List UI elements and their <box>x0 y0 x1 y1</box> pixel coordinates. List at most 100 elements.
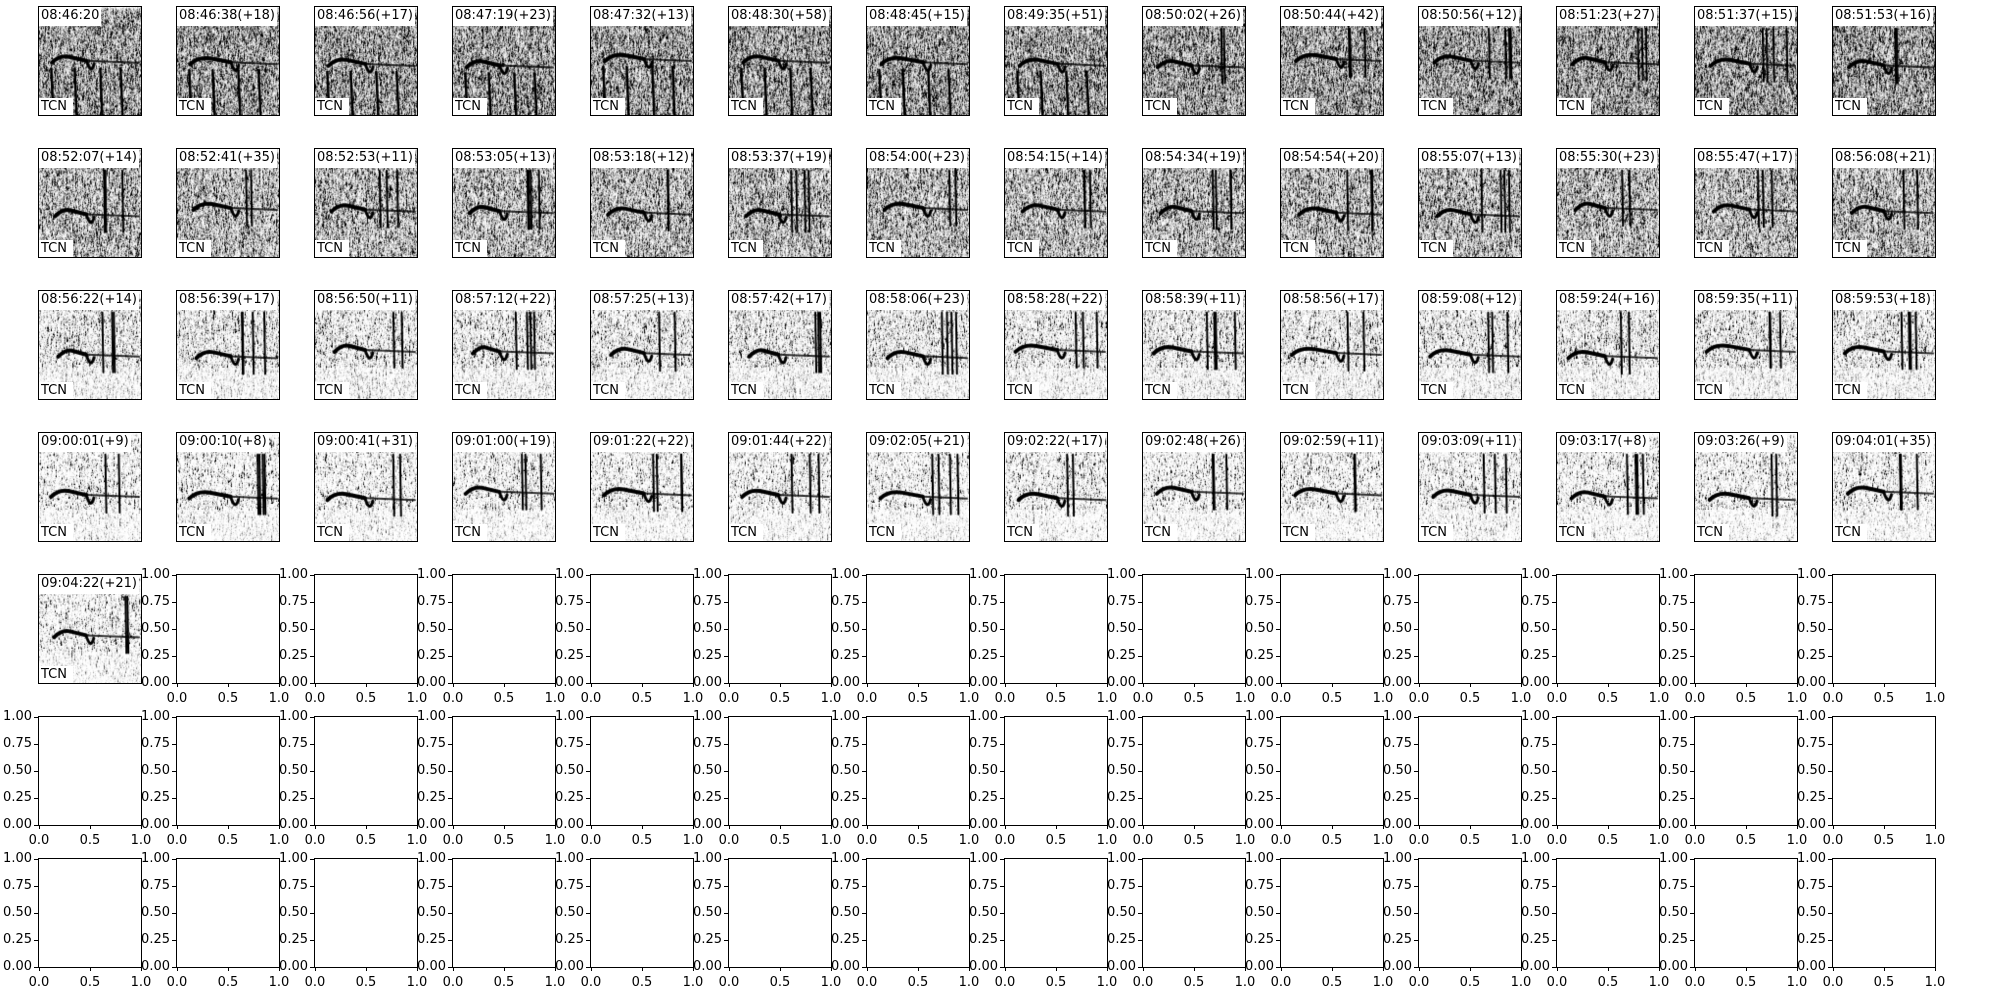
y-tick-label: 0.50 <box>417 763 446 778</box>
y-tick-label: 1.00 <box>555 567 584 582</box>
panel-class-label: TCN <box>1281 382 1315 399</box>
x-tick-label: 0.5 <box>217 975 239 990</box>
x-tick-label: 0.5 <box>631 975 653 990</box>
x-tick <box>1797 825 1798 829</box>
y-tick <box>310 940 315 941</box>
x-tick <box>1419 967 1420 971</box>
empty-axes: 0.00 0.25 0.50 0.75 1.00 0.0 0.5 1.0 <box>1245 852 1393 990</box>
panel-timestamp-label: 08:54:54(+20) <box>1281 149 1381 168</box>
y-tick <box>1690 602 1695 603</box>
x-tick-label: 0.0 <box>994 833 1016 848</box>
panel-timestamp-label: 09:03:17(+8) <box>1557 433 1649 452</box>
x-tick <box>279 683 280 687</box>
y-tick <box>1000 913 1005 914</box>
y-tick-label: 0.75 <box>1245 736 1274 751</box>
x-tick-label: 1.0 <box>1372 975 1394 990</box>
x-tick <box>1470 825 1471 829</box>
empty-axes: 0.00 0.25 0.50 0.75 1.00 0.0 0.5 1.0 <box>693 568 841 706</box>
panel-timestamp-label: 09:00:10(+8) <box>177 433 269 452</box>
x-tick-label: 0.0 <box>1408 691 1430 706</box>
panel-timestamp-label: 09:03:09(+11) <box>1419 433 1519 452</box>
y-tick <box>448 940 453 941</box>
spectrogram-panel: 08:58:39(+11) TCN <box>1142 290 1246 400</box>
y-tick-label: 1.00 <box>3 851 32 866</box>
y-tick <box>1000 744 1005 745</box>
y-tick <box>1000 575 1005 576</box>
y-tick-label: 0.75 <box>1107 594 1136 609</box>
y-tick-label: 0.50 <box>693 621 722 636</box>
x-tick <box>228 825 229 829</box>
x-tick-label: 0.5 <box>1459 975 1481 990</box>
panel-timestamp-label: 09:02:05(+21) <box>867 433 967 452</box>
y-tick <box>1414 913 1419 914</box>
y-tick <box>1414 940 1419 941</box>
y-tick <box>1138 967 1143 968</box>
panel-class-label: TCN <box>591 240 625 257</box>
x-tick <box>177 825 178 829</box>
x-tick <box>1281 825 1282 829</box>
panel-timestamp-label: 08:51:37(+15) <box>1695 7 1795 26</box>
y-tick <box>862 940 867 941</box>
spectrogram-panel: 08:50:44(+42) TCN <box>1280 6 1384 116</box>
y-tick-label: 0.25 <box>279 790 308 805</box>
y-tick <box>586 825 591 826</box>
y-tick-label: 0.00 <box>417 959 446 974</box>
x-tick <box>831 683 832 687</box>
empty-axes: 0.00 0.25 0.50 0.75 1.00 0.0 0.5 1.0 <box>1107 852 1255 990</box>
x-tick-label: 0.0 <box>1270 833 1292 848</box>
y-tick <box>1690 825 1695 826</box>
panel-timestamp-label: 08:58:56(+17) <box>1281 291 1381 310</box>
y-tick-label: 0.75 <box>1383 736 1412 751</box>
panel-timestamp-label: 09:02:59(+11) <box>1281 433 1381 452</box>
y-tick <box>1276 744 1281 745</box>
empty-axes: 0.00 0.25 0.50 0.75 1.00 0.0 0.5 1.0 <box>1659 568 1807 706</box>
y-tick-label: 0.50 <box>1797 905 1826 920</box>
y-tick-label: 0.50 <box>831 763 860 778</box>
y-tick <box>172 656 177 657</box>
y-tick-label: 0.00 <box>279 817 308 832</box>
y-tick-label: 0.00 <box>1107 817 1136 832</box>
panel-timestamp-label: 08:51:53(+16) <box>1833 7 1933 26</box>
y-tick-label: 1.00 <box>417 567 446 582</box>
y-tick <box>1414 967 1419 968</box>
y-tick-label: 0.25 <box>693 790 722 805</box>
x-tick-label: 1.0 <box>406 975 428 990</box>
y-tick-label: 0.00 <box>555 675 584 690</box>
y-tick <box>34 798 39 799</box>
x-tick <box>366 683 367 687</box>
y-tick-label: 1.00 <box>1383 567 1412 582</box>
y-tick <box>1414 602 1419 603</box>
panel-class-label: TCN <box>729 382 763 399</box>
y-tick <box>586 967 591 968</box>
x-tick <box>1332 825 1333 829</box>
y-tick <box>1276 940 1281 941</box>
panel-class-label: TCN <box>39 382 73 399</box>
y-tick-label: 0.50 <box>1797 763 1826 778</box>
y-tick-label: 0.50 <box>1245 763 1274 778</box>
y-tick-label: 0.00 <box>3 959 32 974</box>
y-tick <box>1276 913 1281 914</box>
x-tick <box>1107 825 1108 829</box>
x-tick <box>366 967 367 971</box>
y-tick-label: 0.75 <box>1107 736 1136 751</box>
x-tick <box>642 967 643 971</box>
x-tick-label: 1.0 <box>1234 833 1256 848</box>
spectrogram-panel: 08:55:30(+23) TCN <box>1556 148 1660 258</box>
y-tick <box>862 683 867 684</box>
y-tick-label: 1.00 <box>1107 851 1136 866</box>
y-tick-label: 0.50 <box>969 905 998 920</box>
x-tick-label: 1.0 <box>1924 691 1946 706</box>
y-tick <box>34 940 39 941</box>
y-tick <box>448 967 453 968</box>
y-tick-label: 0.75 <box>555 878 584 893</box>
y-tick <box>1690 575 1695 576</box>
empty-axes: 0.00 0.25 0.50 0.75 1.00 0.0 0.5 1.0 <box>831 852 979 990</box>
y-tick <box>862 859 867 860</box>
panel-timestamp-label: 08:50:44(+42) <box>1281 7 1381 26</box>
x-tick <box>1470 683 1471 687</box>
x-tick-label: 0.5 <box>79 833 101 848</box>
y-tick-label: 0.00 <box>1659 959 1688 974</box>
x-tick-label: 0.5 <box>1597 975 1619 990</box>
y-tick <box>586 913 591 914</box>
x-tick <box>642 825 643 829</box>
